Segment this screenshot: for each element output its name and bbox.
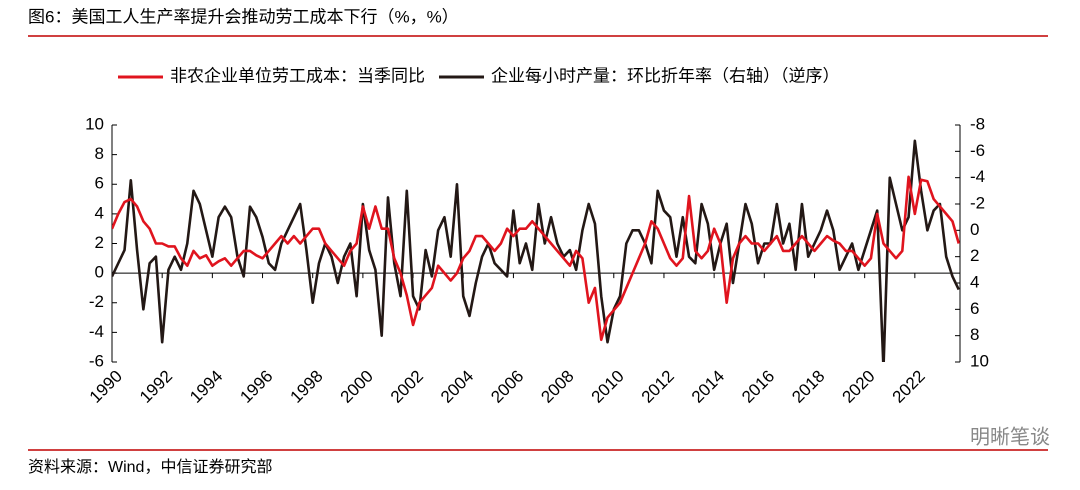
y2-tick-label: 6 [970,299,979,318]
chart-title: 图6：美国工人生产率提升会推动劳工成本下行（%，%） [28,7,459,26]
series-line [112,139,960,362]
y2-tick-label: -2 [970,193,985,212]
x-tick-label: 1990 [86,367,126,407]
x-tick-label: 2004 [437,367,477,407]
y-tick-label: 0 [95,263,104,282]
x-tick-label: 2012 [638,367,678,407]
x-tick-label: 2002 [387,367,427,407]
x-tick-label: 1996 [236,367,276,407]
y-tick-label: 8 [95,144,104,163]
x-tick-label: 2014 [688,367,728,407]
x-tick-label: 2010 [588,367,628,407]
x-tick-label: 2022 [889,367,929,407]
x-tick-label: 2008 [537,367,577,407]
x-tick-label: 1992 [136,367,176,407]
y-tick-label: 4 [95,203,104,222]
y2-tick-label: -4 [970,167,985,186]
y2-tick-label: 2 [970,246,979,265]
y2-tick-label: 4 [970,272,979,291]
y2-tick-label: 8 [970,325,979,344]
watermark: 明晰笔谈 [970,425,1050,448]
y2-tick-label: -8 [970,114,985,133]
x-tick-label: 2016 [738,367,778,407]
x-tick-label: 1994 [186,367,226,407]
x-tick-label: 2000 [337,367,377,407]
x-tick-label: 1998 [287,367,327,407]
y-tick-label: -6 [89,351,104,370]
source: 资料来源：Wind，中信证券研究部 [28,458,272,476]
y-tick-label: -2 [89,292,104,311]
y-tick-label: -4 [89,322,104,341]
y-tick-label: 6 [95,174,104,193]
legend-label: 非农企业单位劳工成本：当季同比 [170,66,425,85]
x-tick-label: 2018 [788,367,828,407]
x-tick-label: 2006 [487,367,527,407]
legend-label: 企业每小时产量：环比折年率（右轴）（逆序） [491,66,840,85]
series-line [112,175,960,342]
y2-tick-label: 0 [970,220,979,239]
y2-tick-label: -6 [970,141,985,160]
x-tick-label: 2020 [838,367,878,407]
y-tick-label: 2 [95,233,104,252]
y-tick-label: 10 [85,114,104,133]
y2-tick-label: 10 [970,351,989,370]
